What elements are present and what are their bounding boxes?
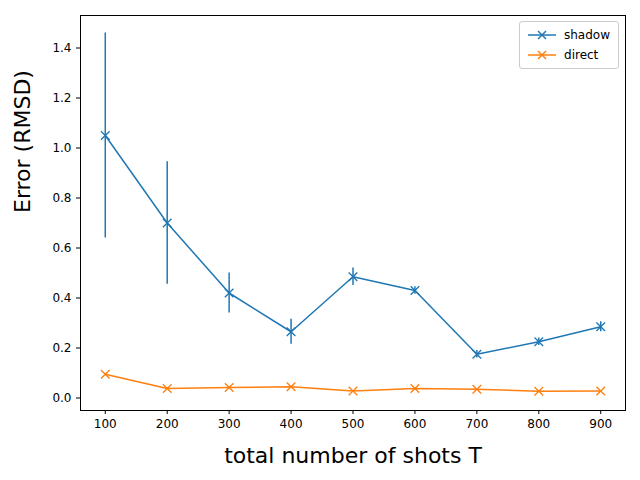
svg-text:0.4: 0.4: [52, 291, 71, 305]
svg-text:100: 100: [94, 417, 117, 431]
svg-text:Error (RMSD): Error (RMSD): [10, 70, 35, 213]
svg-text:400: 400: [280, 417, 303, 431]
svg-text:0.6: 0.6: [52, 241, 71, 255]
svg-text:700: 700: [465, 417, 488, 431]
svg-text:0.2: 0.2: [52, 341, 71, 355]
svg-text:total number of shots T: total number of shots T: [224, 443, 482, 468]
svg-text:1.0: 1.0: [52, 141, 71, 155]
svg-text:800: 800: [527, 417, 550, 431]
svg-text:1.4: 1.4: [52, 41, 71, 55]
svg-text:500: 500: [342, 417, 365, 431]
svg-text:0.0: 0.0: [52, 391, 71, 405]
svg-text:300: 300: [218, 417, 241, 431]
svg-text:600: 600: [403, 417, 426, 431]
svg-text:200: 200: [156, 417, 179, 431]
svg-text:1.2: 1.2: [52, 91, 71, 105]
html-text:direct: direct: [564, 48, 599, 62]
html-text:shadow: shadow: [564, 28, 610, 42]
svg-text:0.8: 0.8: [52, 191, 71, 205]
svg-text:900: 900: [589, 417, 612, 431]
